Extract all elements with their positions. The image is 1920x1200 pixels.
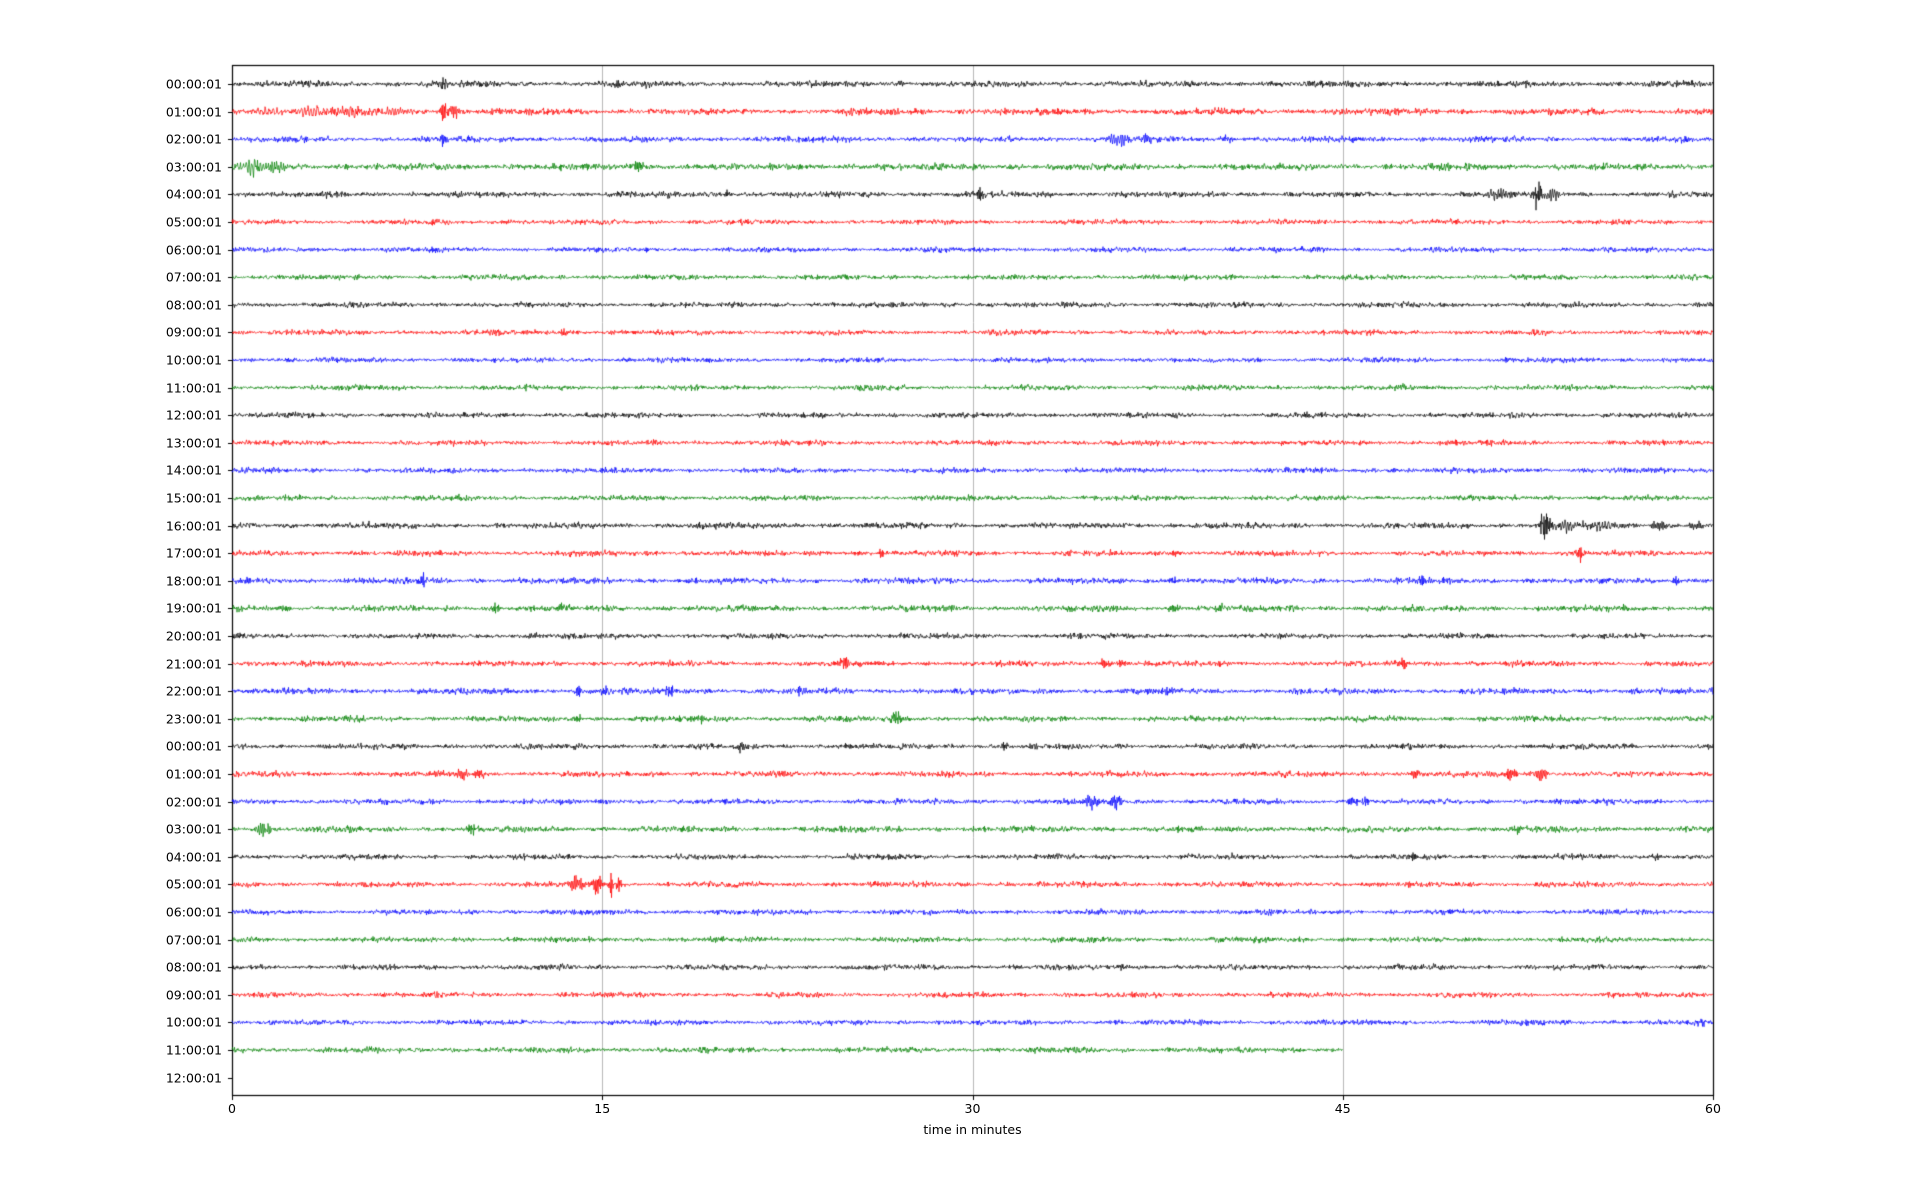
x-tick-label: 60 [1705,1101,1721,1116]
y-tick-label: 17:00:01 [165,545,222,561]
y-tick-label: 05:00:01 [165,214,222,230]
y-tick-label: 21:00:01 [165,656,222,672]
y-tick-label: 22:00:01 [165,683,222,699]
x-tick-label: 45 [1334,1101,1351,1116]
y-tick-label: 15:00:01 [165,490,222,506]
y-tick-label: 07:00:01 [165,269,222,285]
y-tick-label: 06:00:01 [165,242,222,258]
x-tick-label: 0 [228,1101,236,1116]
y-tick-label: 03:00:01 [165,821,222,837]
y-tick-label: 01:00:01 [165,104,222,120]
y-tick-label: 14:00:01 [165,462,222,478]
y-tick-label: 19:00:01 [165,600,222,616]
y-tick-label: 08:00:01 [165,297,222,313]
y-tick-label: 04:00:01 [165,186,222,202]
y-tick-label: 23:00:01 [165,711,222,727]
y-tick-label: 05:00:01 [165,876,222,892]
y-tick-label: 11:00:01 [165,1042,222,1058]
y-tick-label: 07:00:01 [165,932,222,948]
y-tick-label: 02:00:01 [165,131,222,147]
y-tick-label: 03:00:01 [165,159,222,175]
y-tick-label: 01:00:01 [165,766,222,782]
y-tick-label: 18:00:01 [165,573,222,589]
y-tick-label: 00:00:01 [165,738,222,754]
x-tick-label: 30 [964,1101,981,1116]
y-tick-label: 11:00:01 [165,380,222,396]
y-tick-label: 02:00:01 [165,794,222,810]
y-tick-label: 09:00:01 [165,324,222,340]
y-tick-label: 08:00:01 [165,959,222,975]
y-tick-label: 20:00:01 [165,628,222,644]
y-tick-label: 10:00:01 [165,352,222,368]
x-tick-label: 15 [594,1101,611,1116]
y-tick-label: 16:00:01 [165,518,222,534]
y-tick-label: 09:00:01 [165,987,222,1003]
y-tick-label: 12:00:01 [165,1070,222,1086]
y-tick-label: 12:00:01 [165,407,222,423]
y-tick-label: 06:00:01 [165,904,222,920]
y-tick-label: 00:00:01 [165,76,222,92]
y-tick-label: 04:00:01 [165,849,222,865]
x-axis-label: time in minutes [923,1122,1022,1137]
y-tick-label: 13:00:01 [165,435,222,451]
y-tick-label: 10:00:01 [165,1014,222,1030]
